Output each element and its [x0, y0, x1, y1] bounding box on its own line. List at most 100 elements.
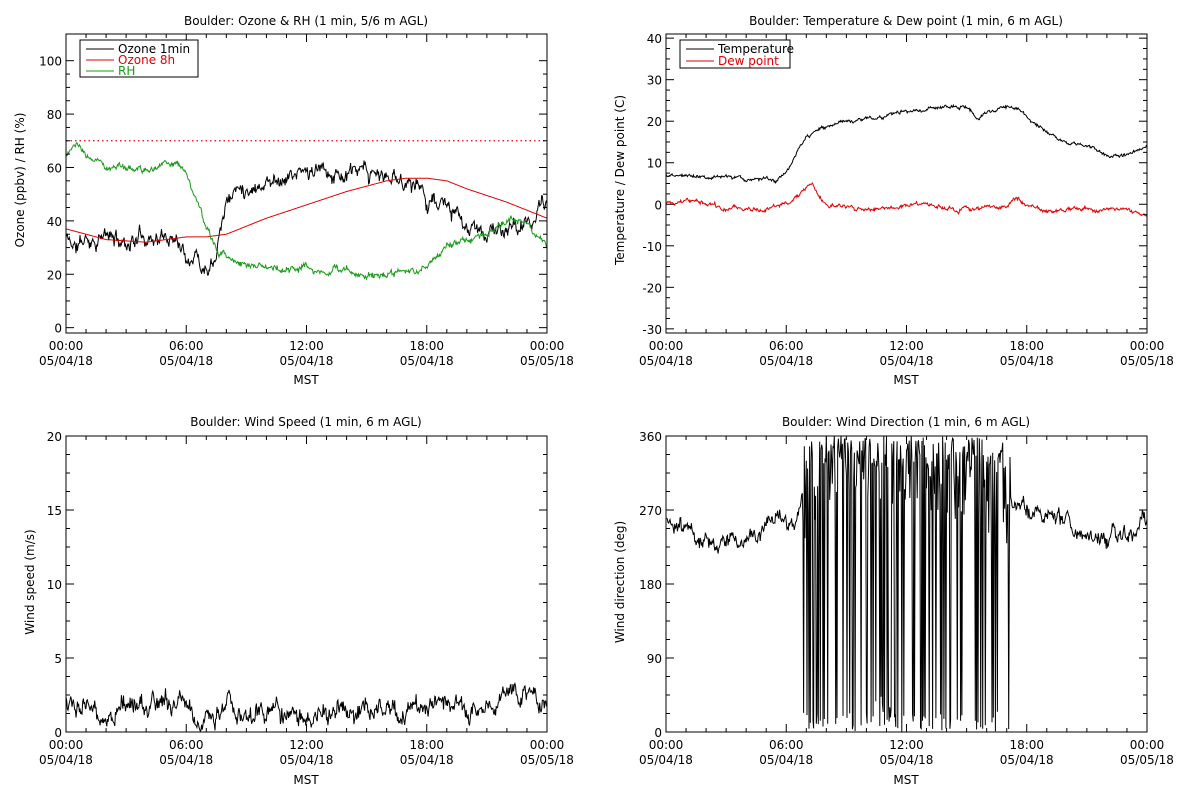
x-tick-label-date: 05/04/18 [639, 753, 693, 767]
y-axis-label: Wind speed (m/s) [23, 529, 37, 634]
x-tick-label-date: 05/04/18 [759, 354, 813, 368]
y-tick-label: 100 [39, 55, 62, 69]
y-tick-label: 5 [54, 652, 62, 666]
x-tick-label-date: 05/04/18 [1000, 354, 1054, 368]
x-tick-label-time: 12:00 [289, 339, 324, 353]
plot-area: 02040608010000:0005/04/1806:0005/04/1812… [39, 33, 574, 368]
x-tick-label-time: 06:00 [169, 738, 204, 752]
y-tick-label: 10 [647, 157, 662, 171]
x-tick-label-date: 05/04/18 [39, 753, 93, 767]
panel-wind-speed: Boulder: Wind Speed (1 min, 6 m AGL) Win… [23, 415, 574, 787]
x-tick-label-time: 00:00 [49, 339, 84, 353]
y-tick-label: 30 [647, 74, 662, 88]
x-tick-label-time: 06:00 [169, 339, 204, 353]
series-line-temperature [666, 103, 1147, 185]
series-line-ozone-1min [66, 160, 547, 276]
x-tick-label-time: 18:00 [409, 339, 444, 353]
x-axis-label: MST [293, 773, 319, 787]
y-tick-label: 180 [639, 578, 662, 592]
y-tick-label: -20 [642, 281, 662, 295]
x-tick-label-time: 00:00 [49, 738, 84, 752]
legend-label-ozone-1min: Ozone 1min [118, 42, 190, 56]
x-tick-label-time: 00:00 [530, 738, 565, 752]
x-tick-label-time: 18:00 [1009, 339, 1044, 353]
x-tick-label-date: 05/04/18 [880, 354, 934, 368]
legend-label-dew-point: Dew point [718, 54, 779, 68]
y-tick-label: 20 [47, 268, 62, 282]
y-tick-label: 15 [47, 504, 62, 518]
x-tick-label-time: 00:00 [649, 738, 684, 752]
x-tick-label-time: 00:00 [649, 339, 684, 353]
series-line-wind_speed [66, 681, 547, 732]
y-tick-label: 0 [54, 322, 62, 336]
x-tick-label-time: 18:00 [1009, 738, 1044, 752]
legend-label-rh: RH [118, 64, 135, 78]
y-tick-label: -10 [642, 240, 662, 254]
y-tick-label: 90 [647, 652, 662, 666]
y-tick-label: 40 [647, 32, 662, 46]
chart-title: Boulder: Wind Speed (1 min, 6 m AGL) [190, 415, 422, 429]
x-tick-label-time: 06:00 [769, 339, 804, 353]
x-tick-label-date: 05/04/18 [759, 753, 813, 767]
x-axis-label: MST [893, 773, 919, 787]
y-tick-label: -30 [642, 323, 662, 337]
y-tick-label: 40 [47, 215, 62, 229]
plot-area: -30-20-1001020304000:0005/04/1806:0005/0… [639, 32, 1174, 368]
chart-title: Boulder: Temperature & Dew point (1 min,… [749, 14, 1063, 28]
x-tick-label-time: 18:00 [409, 738, 444, 752]
x-tick-label-date: 05/04/18 [639, 354, 693, 368]
x-tick-label-date: 05/04/18 [280, 753, 334, 767]
y-tick-label: 360 [639, 430, 662, 444]
series-line-wind_dir [666, 436, 1147, 732]
x-tick-label-date: 05/04/18 [280, 354, 334, 368]
x-tick-label-time: 12:00 [289, 738, 324, 752]
chart-title: Boulder: Wind Direction (1 min, 6 m AGL) [782, 415, 1030, 429]
series-line-rh [66, 141, 547, 281]
x-tick-label-date: 05/05/18 [520, 354, 574, 368]
x-tick-label-time: 12:00 [889, 339, 924, 353]
y-tick-label: 10 [47, 578, 62, 592]
x-tick-label-time: 00:00 [530, 339, 565, 353]
x-tick-label-date: 05/04/18 [159, 354, 213, 368]
y-tick-label: 0 [654, 198, 662, 212]
plot-area: 0510152000:0005/04/1806:0005/04/1812:000… [39, 430, 574, 767]
panel-wind-direction: Boulder: Wind Direction (1 min, 6 m AGL)… [613, 415, 1174, 787]
legend: Temperature Dew point [679, 39, 794, 69]
legend-label-ozone-8h: Ozone 8h [118, 53, 175, 67]
panel-ozone-rh: Boulder: Ozone & RH (1 min, 5/6 m AGL) O… [13, 14, 574, 387]
y-tick-label: 0 [654, 726, 662, 740]
x-tick-label-date: 05/05/18 [1120, 753, 1174, 767]
x-tick-label-date: 05/05/18 [1120, 354, 1174, 368]
y-tick-label: 270 [639, 504, 662, 518]
x-tick-label-date: 05/05/18 [520, 753, 574, 767]
y-axis-label: Temperature / Dew point (C) [613, 95, 627, 266]
y-tick-label: 0 [54, 726, 62, 740]
y-tick-label: 60 [47, 161, 62, 175]
panel-temperature-dewpoint: Boulder: Temperature & Dew point (1 min,… [613, 14, 1174, 387]
x-tick-label-time: 06:00 [769, 738, 804, 752]
x-tick-label-time: 00:00 [1130, 339, 1165, 353]
series-line-dew-point [666, 181, 1147, 217]
y-tick-label: 80 [47, 108, 62, 122]
y-axis-label: Wind direction (deg) [613, 521, 627, 643]
legend-label-temperature: Temperature [717, 42, 794, 56]
series-line-ozone-8h [66, 177, 547, 243]
x-axis-label: MST [893, 373, 919, 387]
x-tick-label-date: 05/04/18 [1000, 753, 1054, 767]
x-tick-label-date: 05/04/18 [400, 753, 454, 767]
legend-box [679, 39, 791, 69]
x-tick-label-time: 12:00 [889, 738, 924, 752]
y-tick-label: 20 [47, 430, 62, 444]
x-tick-label-date: 05/04/18 [39, 354, 93, 368]
y-tick-label: 20 [647, 115, 662, 129]
chart-title: Boulder: Ozone & RH (1 min, 5/6 m AGL) [184, 14, 428, 28]
x-tick-label-time: 00:00 [1130, 738, 1165, 752]
x-axis-label: MST [293, 373, 319, 387]
x-tick-label-date: 05/04/18 [880, 753, 934, 767]
x-tick-label-date: 05/04/18 [159, 753, 213, 767]
x-tick-label-date: 05/04/18 [400, 354, 454, 368]
y-axis-label: Ozone (ppbv) / RH (%) [13, 113, 27, 248]
legend: Ozone 1min Ozone 8h RH [79, 39, 199, 78]
plot-area: 09018027036000:0005/04/1806:0005/04/1812… [639, 430, 1174, 767]
